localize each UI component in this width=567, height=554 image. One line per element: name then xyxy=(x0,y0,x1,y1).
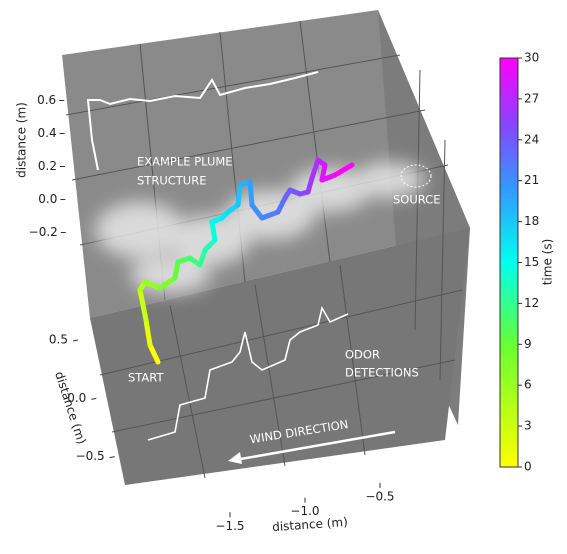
tick-label: 6 xyxy=(524,378,532,392)
tick-label: 30 xyxy=(524,51,539,65)
trajectory-segment xyxy=(143,317,153,348)
annotation: STRUCTURE xyxy=(137,174,206,188)
z-axis-label: distance (m) xyxy=(15,102,29,178)
annotation: START xyxy=(128,371,164,385)
tick-label: 12 xyxy=(524,296,539,310)
trajectory-segment xyxy=(309,157,321,181)
annotation: SOURCE xyxy=(393,193,440,207)
trajectory-segment xyxy=(197,247,208,268)
trajectory-segment xyxy=(247,179,255,208)
tick-mark xyxy=(72,339,79,342)
x-axis-label: distance (m) xyxy=(272,515,349,534)
annotation: EXAMPLE PLUME xyxy=(137,155,233,169)
trajectory-segment xyxy=(142,279,163,291)
tick-label: −1.5 xyxy=(215,519,244,533)
tick-label: −0.5 xyxy=(76,449,105,463)
tick-label: −0.5 xyxy=(365,489,394,503)
projection-wall xyxy=(86,71,319,171)
floor xyxy=(90,228,470,485)
trajectory-segment xyxy=(157,275,178,291)
trajectory-segment xyxy=(249,202,265,221)
tick-label: 0.0 xyxy=(38,192,57,206)
trajectory-segment xyxy=(137,287,149,323)
tick-label: 0.2 xyxy=(38,159,57,173)
tick-label: 27 xyxy=(524,91,539,105)
trajectory-segment xyxy=(275,195,288,215)
tick-label: 0.5 xyxy=(49,333,68,347)
trajectory-segment xyxy=(235,182,243,208)
wind-arrow-head xyxy=(228,452,242,464)
tick-label: 3 xyxy=(524,419,532,433)
tick-label: 0.4 xyxy=(38,126,57,140)
tick-label: 18 xyxy=(524,214,539,228)
trajectory-segment xyxy=(172,259,181,281)
annotation: DETECTIONS xyxy=(345,366,419,380)
tick-label: −0.2 xyxy=(29,225,58,239)
tick-label: 0 xyxy=(524,460,532,474)
trajectory-segment xyxy=(147,342,161,365)
y-axis-label: distance (m) xyxy=(52,370,89,446)
box-grid xyxy=(65,20,463,479)
colorbar xyxy=(499,57,519,468)
tick-label: 9 xyxy=(524,337,532,351)
trajectory-segment xyxy=(259,209,281,221)
tick-label: −1.0 xyxy=(290,504,319,518)
projection-floor xyxy=(147,305,349,441)
tick-label: 15 xyxy=(524,255,539,269)
colorbar-label: time (s) xyxy=(541,239,555,286)
tick-mark xyxy=(91,397,97,400)
wind-arrow xyxy=(234,430,396,462)
tick-label: 0.6 xyxy=(37,93,56,107)
source-marker xyxy=(400,164,432,188)
tick-mark xyxy=(109,456,115,459)
tick-label: 24 xyxy=(524,132,539,146)
trajectory-segment xyxy=(332,162,355,178)
tick-label: 0.0 xyxy=(67,391,86,405)
plume xyxy=(95,162,425,293)
annotation: ODOR xyxy=(345,348,380,362)
trajectory xyxy=(137,157,355,365)
tick-label: 21 xyxy=(524,173,539,187)
trajectory-segment xyxy=(209,219,218,243)
